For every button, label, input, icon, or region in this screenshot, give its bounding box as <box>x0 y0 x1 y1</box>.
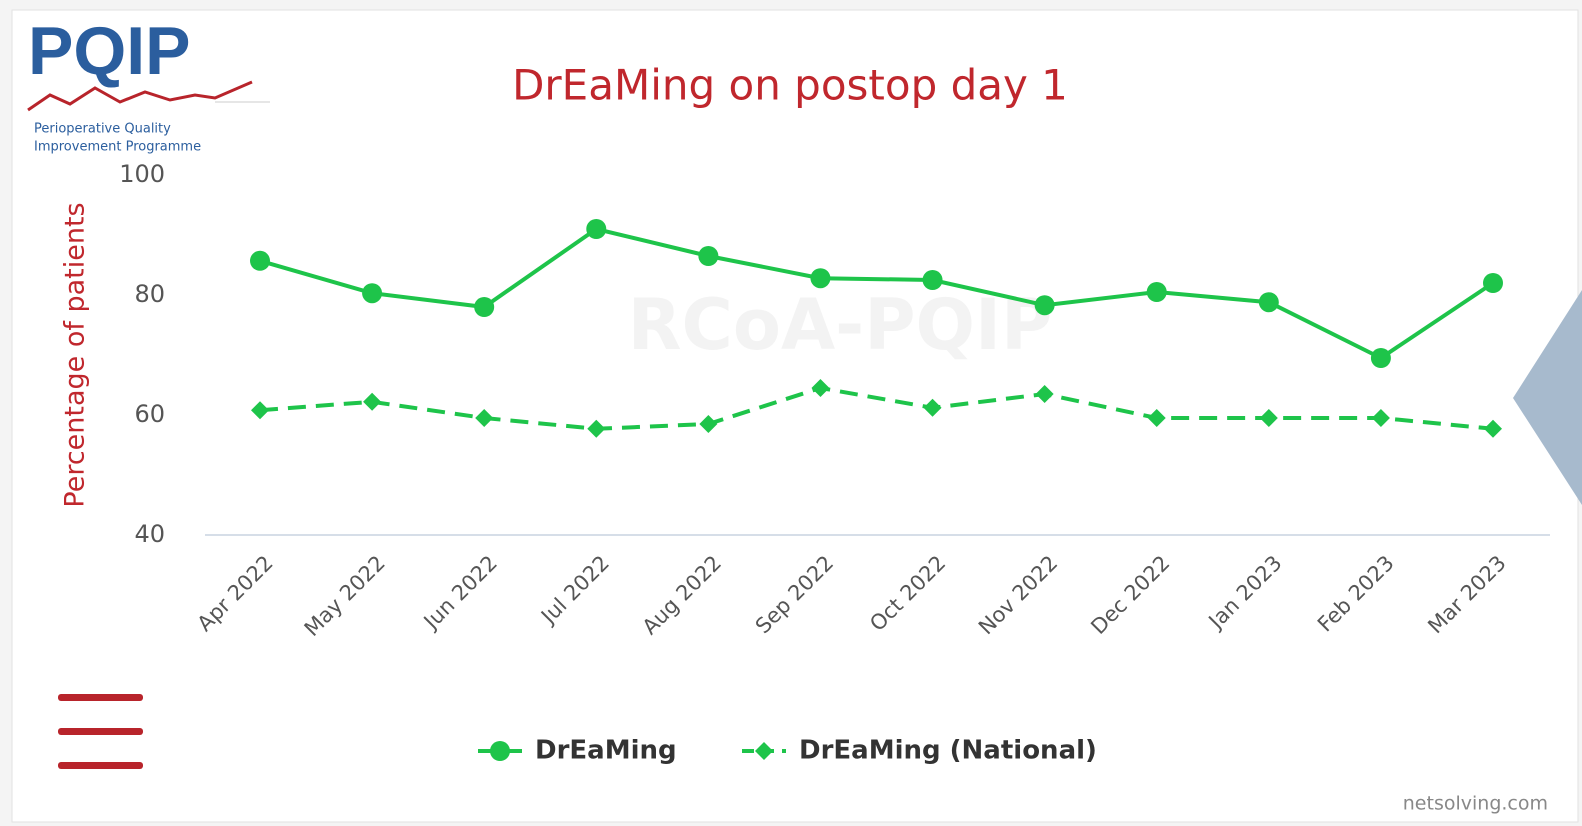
menu-bar <box>58 728 143 735</box>
legend-item[interactable]: DrEaMing <box>478 736 677 766</box>
point <box>586 219 607 239</box>
menu-icon[interactable] <box>58 694 143 769</box>
legend-label: DrEaMing <box>535 736 677 766</box>
point <box>1035 385 1054 403</box>
point <box>698 246 719 266</box>
point <box>1483 273 1503 293</box>
watermark: RCoA-PQIP <box>628 284 1053 366</box>
y-tick-label: 80 <box>134 280 165 308</box>
point <box>251 401 269 420</box>
credit: netsolving.com <box>1403 793 1548 815</box>
series-line <box>259 226 1495 361</box>
point <box>699 415 718 433</box>
point <box>811 379 830 397</box>
point <box>1484 419 1502 438</box>
point <box>1146 282 1167 302</box>
logo-name: PQIP <box>28 13 191 89</box>
point <box>1371 409 1390 427</box>
point <box>1259 409 1278 427</box>
point <box>1034 295 1055 316</box>
y-tick-label: 100 <box>119 160 165 188</box>
point <box>1370 348 1391 368</box>
point <box>923 398 942 417</box>
point <box>1147 409 1166 427</box>
point <box>810 268 831 289</box>
point <box>475 409 494 427</box>
legend-label: DrEaMing (National) <box>799 736 1097 766</box>
legend-marker <box>490 741 510 761</box>
logo-line2: Improvement Programme <box>34 140 201 155</box>
y-tick-label: 60 <box>134 400 165 428</box>
point <box>250 250 270 271</box>
series-line <box>259 385 1494 431</box>
point <box>363 392 382 411</box>
point <box>587 419 606 438</box>
point <box>1258 292 1279 313</box>
legend-item[interactable]: DrEaMing (National) <box>742 736 1097 766</box>
point <box>474 297 495 317</box>
legend-marker <box>755 742 773 760</box>
y-axis-label: Percentage of patients <box>60 202 91 507</box>
y-tick-label: 40 <box>134 520 165 548</box>
menu-bar <box>58 762 143 769</box>
logo-squiggle <box>27 80 253 112</box>
nav-arrow[interactable] <box>1513 290 1582 505</box>
logo-line1: Perioperative Quality <box>34 122 171 137</box>
chart-title: DrEaMing on postop day 1 <box>512 61 1068 110</box>
point <box>362 283 383 304</box>
point <box>922 270 943 290</box>
menu-bar <box>58 694 143 701</box>
